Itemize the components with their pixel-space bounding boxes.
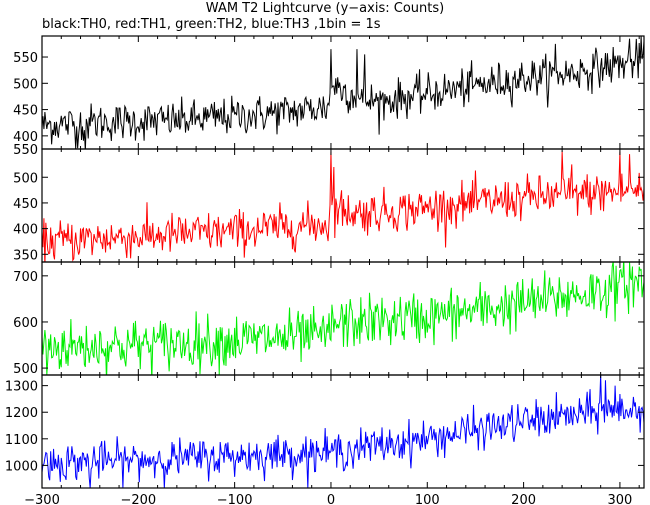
panels: 4004505005503504004505005505006007001000… xyxy=(5,35,645,505)
y-tick-label: 600 xyxy=(13,316,38,331)
x-tick-label: −300 xyxy=(24,493,60,505)
y-tick-label: 1200 xyxy=(5,406,38,421)
y-tick-label: 400 xyxy=(13,223,38,238)
x-tick-label: 200 xyxy=(511,493,536,505)
x-tick-label: −100 xyxy=(217,493,253,505)
x-tick-label: 300 xyxy=(608,493,633,505)
y-tick-label: 700 xyxy=(13,270,38,285)
series-line-th3 xyxy=(42,375,644,488)
y-tick-label: 350 xyxy=(13,248,38,263)
y-tick-label: 400 xyxy=(13,130,38,145)
y-tick-label: 500 xyxy=(13,171,38,186)
y-tick-label: 550 xyxy=(13,143,38,158)
chart-subtitle: black:TH0, red:TH1, green:TH2, blue:TH3 … xyxy=(42,17,381,32)
y-tick-label: 1000 xyxy=(5,459,38,474)
x-tick-label: −200 xyxy=(120,493,156,505)
y-tick-label: 1300 xyxy=(5,380,38,395)
panel-th1: 350 400 450 500 550 xyxy=(13,143,645,263)
series-line-th0 xyxy=(42,36,644,149)
y-tick-label: 450 xyxy=(13,197,38,212)
panel-th3: 1000 1100 1200 1300 xyxy=(5,374,645,489)
y-tick-label: 500 xyxy=(13,362,38,377)
x-tick-label: 100 xyxy=(415,493,440,505)
y-tick-label: 500 xyxy=(13,77,38,92)
series-line-th1 xyxy=(42,151,644,262)
series-line-th2 xyxy=(42,262,644,375)
y-tick-label: 1100 xyxy=(5,433,38,448)
panel-frame xyxy=(41,374,645,489)
y-tick-label: 450 xyxy=(13,104,38,119)
y-tick-label: 550 xyxy=(13,51,38,66)
x-tick-label: 0 xyxy=(327,493,335,505)
chart-title: WAM T2 Lightcurve (y−axis: Counts) xyxy=(206,1,444,16)
